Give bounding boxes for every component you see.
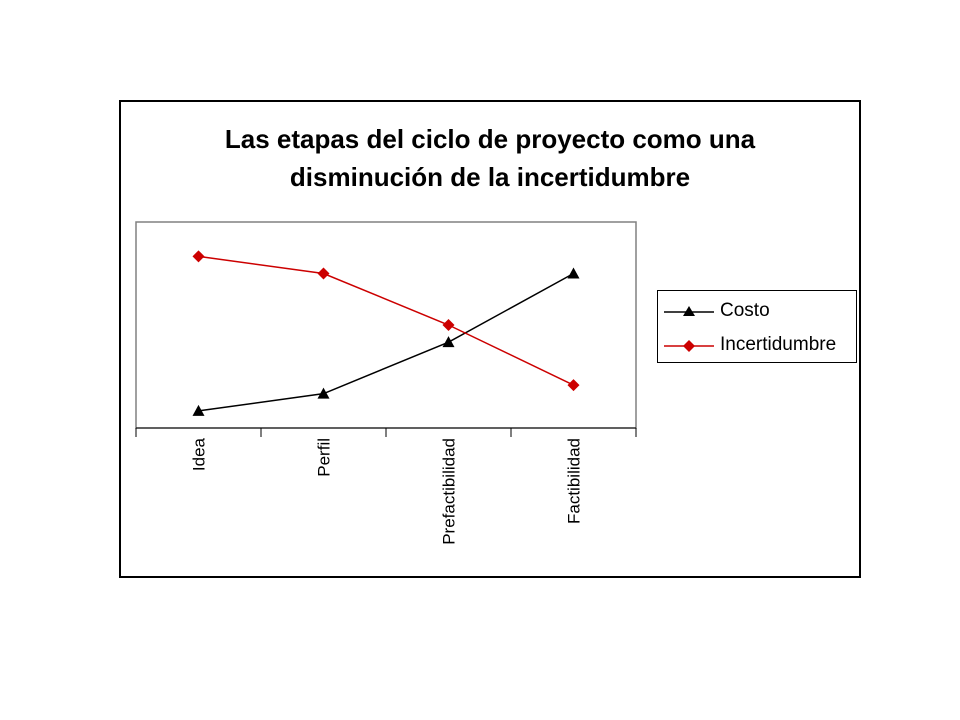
plot-area (135, 221, 637, 429)
data-point-incertidumbre (442, 319, 455, 331)
legend-item-costo: Costo (658, 299, 856, 323)
chart-frame: Las etapas del ciclo de proyecto como un… (119, 100, 861, 578)
legend-item-incertidumbre: Incertidumbre (658, 333, 856, 357)
legend: Costo Incertidumbre (657, 290, 857, 363)
chart-title-line-2: disminución de la incertidumbre (289, 162, 691, 192)
chart-title-line-1: Las etapas del ciclo de proyecto como un… (224, 124, 756, 154)
data-point-incertidumbre (567, 379, 580, 392)
chart-title: Las etapas del ciclo de proyecto como un… (121, 120, 859, 196)
legend-swatch-incertidumbre (664, 340, 714, 352)
series-line-incertidumbre (198, 255, 574, 386)
line-chart: Idea Perfil Prefactibilidad Factibilidad (135, 221, 637, 545)
legend-label-costo: Costo (720, 300, 770, 321)
x-tick-label: Factibilidad (565, 438, 584, 524)
data-point-incertidumbre (317, 267, 330, 280)
legend-label-incertidumbre: Incertidumbre (720, 334, 837, 355)
data-point-costo (442, 336, 455, 348)
data-point-costo (317, 387, 330, 399)
data-point-costo (192, 404, 205, 416)
data-point-incertidumbre (192, 250, 205, 263)
x-tick-label: Idea (190, 437, 209, 471)
data-point-costo (567, 267, 580, 279)
x-tick-label: Perfil (315, 438, 334, 477)
x-tick-label: Prefactibilidad (440, 438, 459, 545)
series-line-costo (198, 272, 574, 412)
legend-swatch-costo (664, 306, 714, 316)
